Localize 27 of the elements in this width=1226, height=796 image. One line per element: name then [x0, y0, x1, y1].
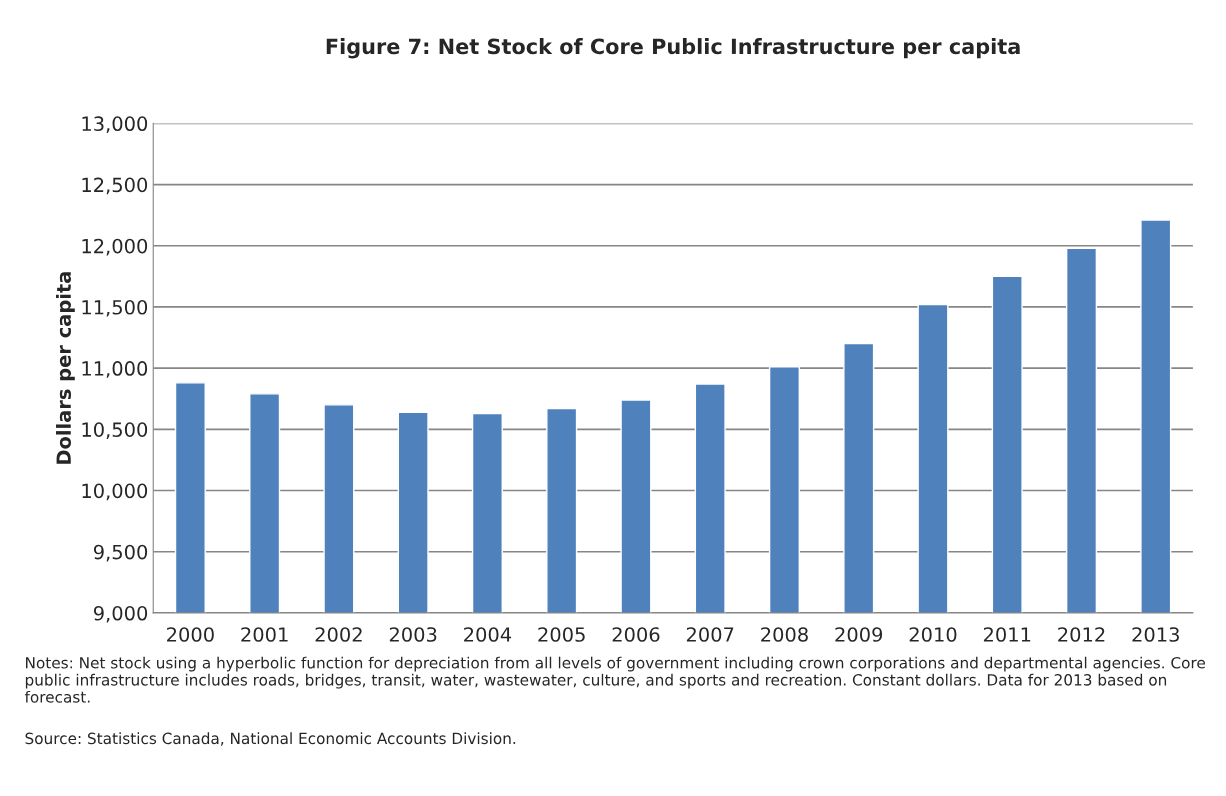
x-tick-label: 2008: [761, 627, 808, 642]
x-tick-label: 2004: [464, 627, 512, 642]
x-tick-label: 2001: [241, 627, 288, 642]
text: Notes: Net stock using a hyperbolic function for depreciation from all levels of government including crown corporations and departmental agencies. Core public infrastructure includes roads, bridges, transit, water, wastewater, culture, and sports and recreation. Constant dollars. Data for 2013 based on forecast.: [24, 656, 1205, 703]
x-tick-label: 2010: [909, 627, 957, 642]
x-tick-label: 2007: [686, 627, 734, 642]
y-tick-label: 10,000: [82, 483, 148, 501]
x-tick-label: 2003: [389, 627, 437, 642]
y-tick-label: 10,500: [82, 422, 148, 439]
x-tick-label: 2011: [983, 627, 1031, 642]
y-tick-label: 13,000: [82, 116, 148, 134]
source-note: Source: Statistics Canada, National Economic Accounts Division.: [25, 732, 516, 746]
y-tick-label: 11,500: [82, 299, 148, 317]
y-tick-label: 9,000: [93, 605, 148, 623]
chart-title: Figure 7: Net Stock of Core Public Infrastructure per capita: [326, 38, 1020, 59]
x-tick-label: 2002: [315, 627, 362, 642]
y-tick-label: 12,000: [82, 238, 148, 256]
y-tick-label: 9,500: [93, 544, 148, 562]
x-tick-label: 2000: [167, 627, 214, 642]
y-tick-label: 12,500: [82, 177, 148, 195]
y-axis-title: Dollars per capita: [55, 272, 75, 464]
x-tick-label: 2012: [1058, 627, 1105, 642]
x-tick-label: 2013: [1132, 627, 1179, 642]
x-tick-label: 2005: [538, 627, 585, 642]
y-tick-label: 11,000: [82, 361, 148, 378]
x-tick-label: 2009: [835, 627, 883, 642]
x-tick-label: 2006: [612, 627, 660, 642]
